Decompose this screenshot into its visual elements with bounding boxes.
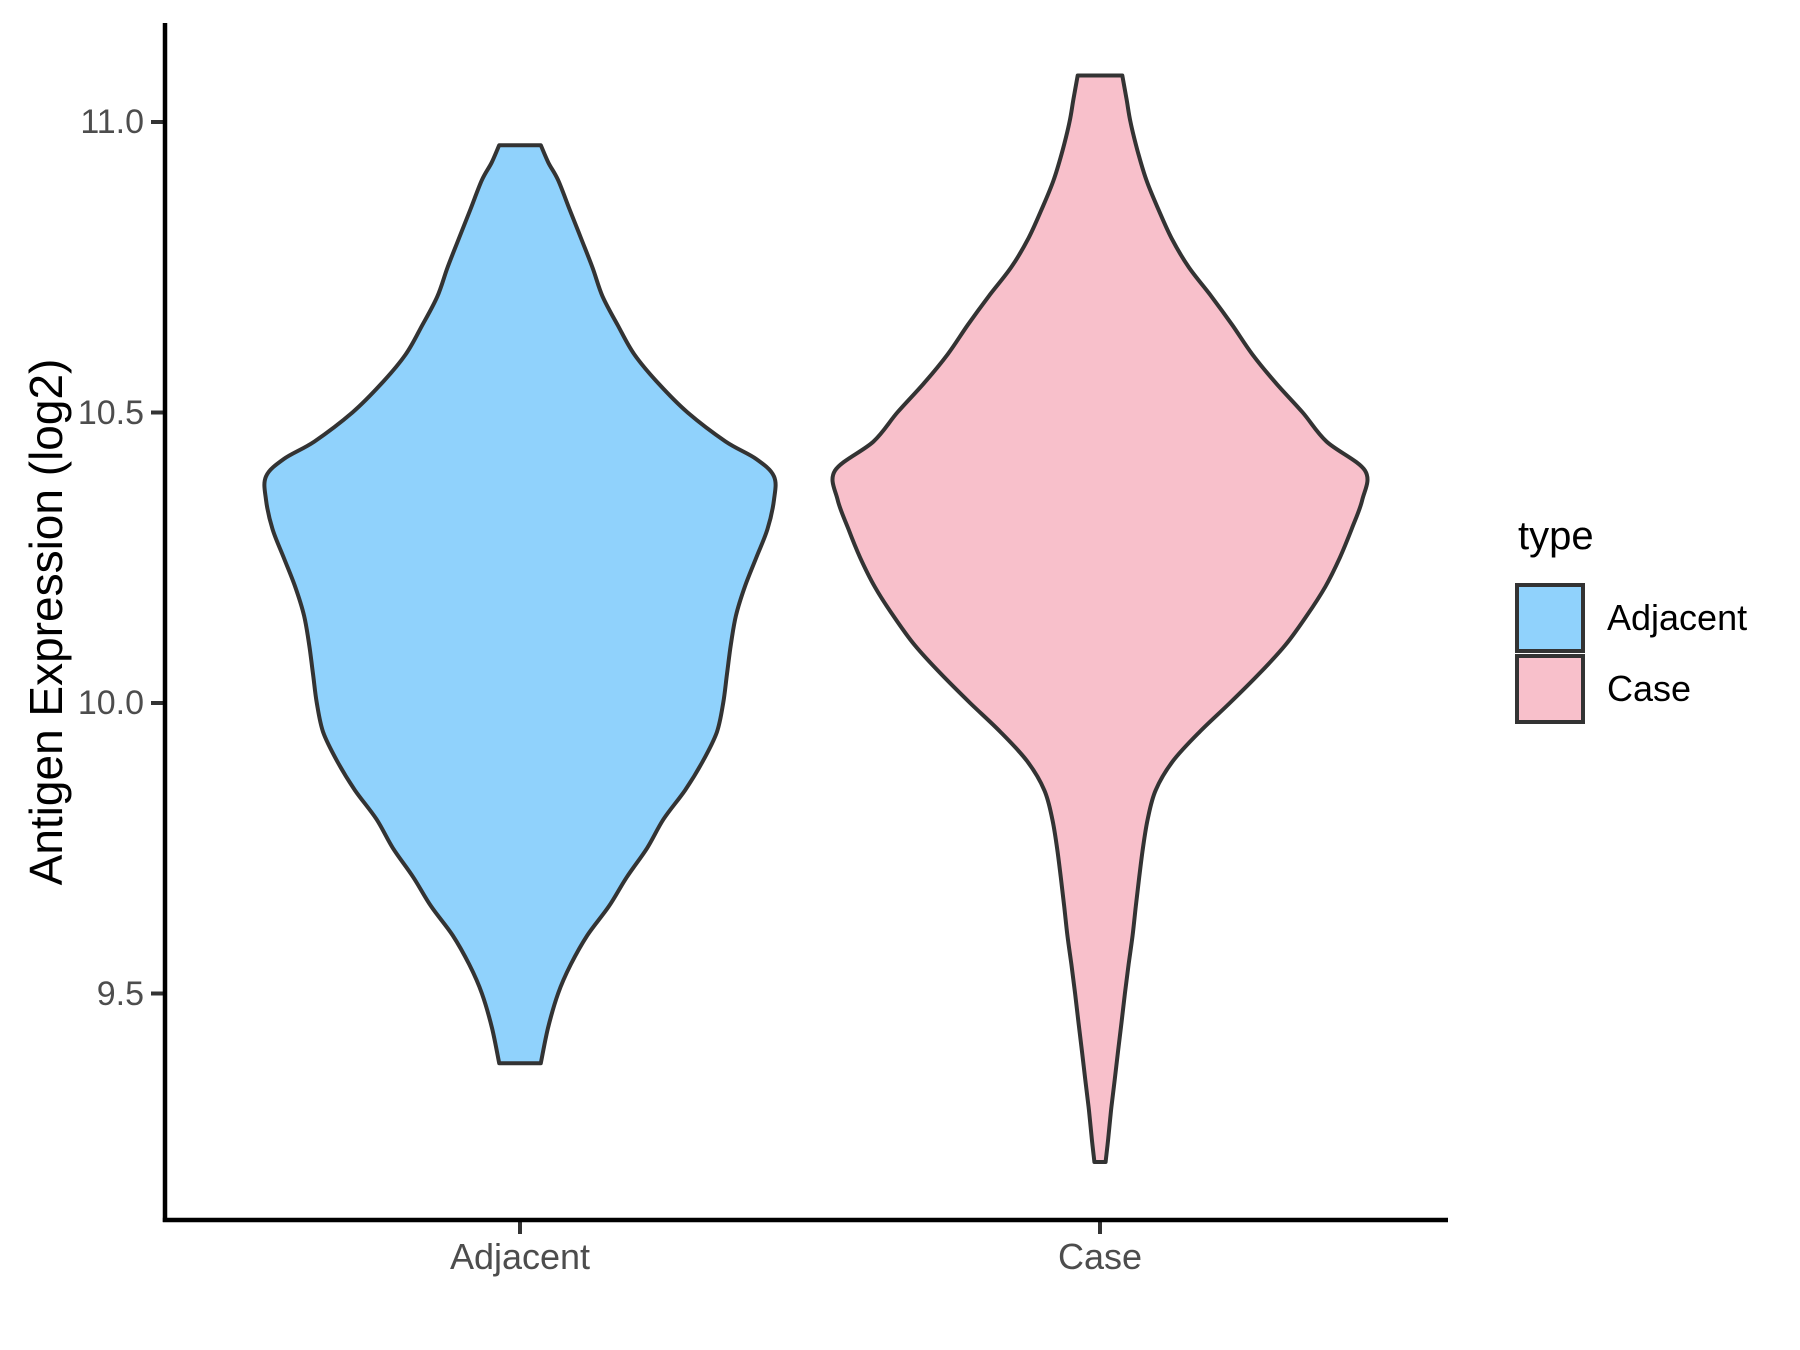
legend-swatch-adjacent	[1515, 583, 1585, 653]
y-axis-title: Antigen Expression (log2)	[20, 358, 72, 886]
x-category-label-case: Case	[1057, 1236, 1143, 1277]
y-tick-label: 10.5	[77, 393, 144, 432]
x-category-label-adjacent: Adjacent	[449, 1236, 591, 1277]
violins-group	[262, 73, 1370, 1164]
y-tick-label: 11.0	[80, 103, 144, 141]
violin-adjacent	[262, 143, 778, 1066]
violin-case	[830, 73, 1370, 1164]
y-tick-label: 10.0	[77, 684, 144, 722]
legend-swatch-case	[1515, 654, 1585, 724]
legend: type Adjacent Case	[1515, 513, 1747, 725]
legend-label: Adjacent	[1607, 597, 1748, 638]
legend-title: type	[1518, 514, 1594, 558]
legend-entry-case: Case	[1515, 654, 1747, 724]
y-tick-label: 9.5	[96, 974, 144, 1013]
legend-label: Case	[1607, 668, 1692, 709]
legend-entry-adjacent: Adjacent	[1515, 583, 1747, 653]
axis-ticks-group	[151, 120, 1102, 1234]
